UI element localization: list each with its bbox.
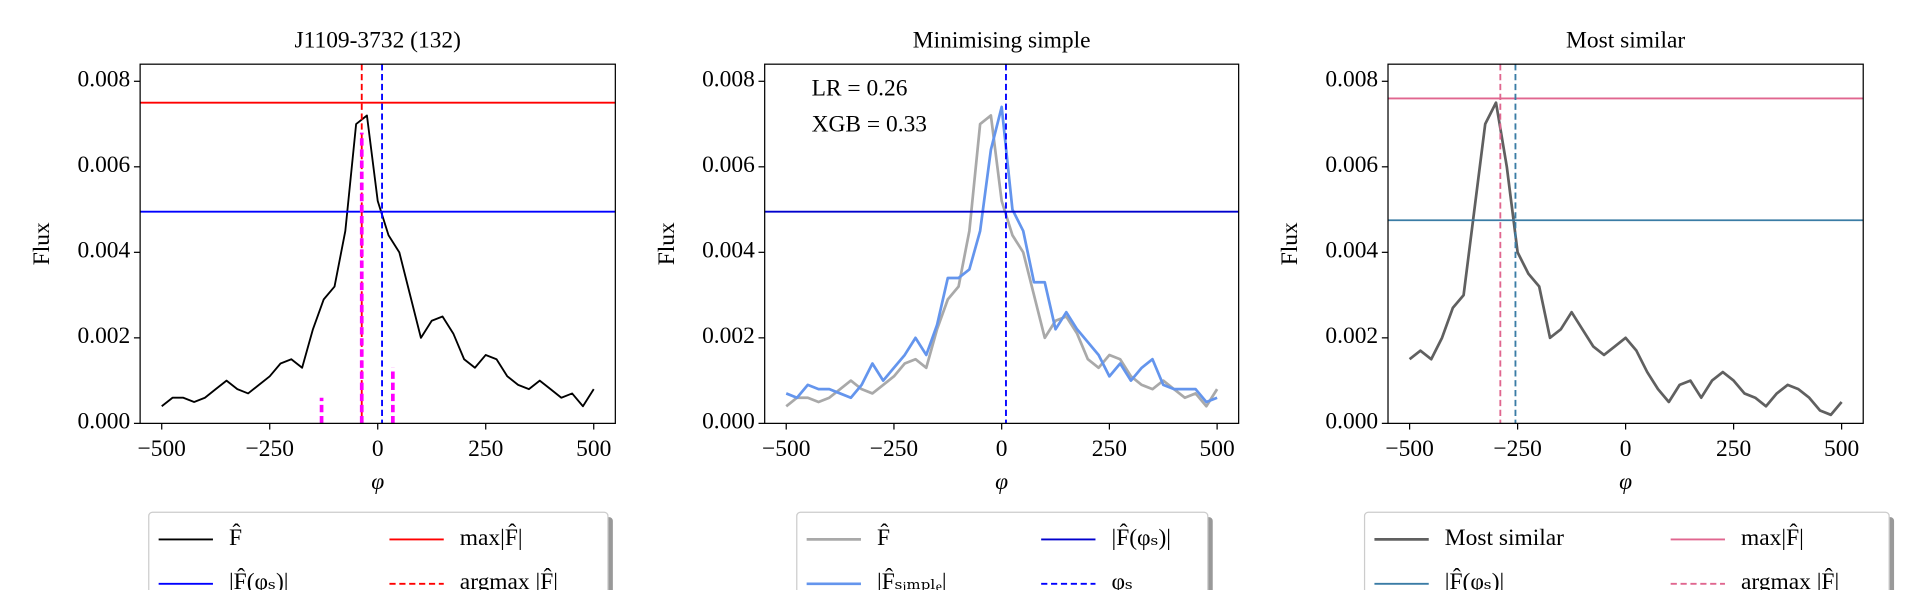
x-tick-label: −250 [870,436,918,462]
legend-label: argmax |F̂| [1741,568,1839,590]
x-tick-label: 250 [1092,436,1127,462]
y-tick-label: 0.002 [1325,323,1378,349]
x-axis-label: φ [371,469,384,495]
x-tick-label: 500 [1200,436,1235,462]
y-tick-label: 0.002 [702,323,755,349]
x-tick-label: −500 [138,436,186,462]
x-tick-label: −250 [246,436,294,462]
annotation: LR = 0.26 [812,75,908,101]
y-axis-label: Flux [654,222,680,265]
legend-label: |F̂(φₛ)| [229,568,288,590]
x-tick-label: −500 [1385,436,1433,462]
legend-label: F̂ [877,523,890,551]
curve [1408,101,1843,417]
curve [785,105,1218,404]
legend-label: max|F̂| [460,523,523,551]
frame [139,63,616,424]
x-tick-label: 250 [468,436,503,462]
legend-box [1363,511,1890,590]
legend-label: Most similar [1445,525,1564,551]
plot-area [1388,64,1864,424]
y-tick-label: 0.006 [702,152,755,178]
y-tick-label: 0.000 [78,409,131,435]
chart-title: Most similar [1566,27,1685,53]
legend-label: F̂ [229,523,242,551]
x-tick-label: 0 [1620,436,1632,462]
legend-label: |F̂ₛᵢₘₚₗₑ| [877,568,947,590]
curve [161,114,595,408]
plot-area [764,64,1239,424]
x-tick-label: 500 [1824,436,1859,462]
legend-box [148,511,609,590]
legend-box [796,511,1209,590]
curve [785,114,1219,408]
x-tick-label: 500 [576,436,611,462]
y-tick-label: 0.006 [78,152,131,178]
x-tick-label: 250 [1716,436,1751,462]
y-tick-label: 0.000 [1325,409,1378,435]
y-tick-label: 0.002 [78,323,131,349]
y-tick-label: 0.008 [702,67,755,93]
frame [1387,63,1864,424]
plot-area [140,64,616,424]
x-tick-label: −500 [762,436,810,462]
x-tick-label: 0 [372,436,384,462]
frame [764,63,1240,424]
chart-title: J1109-3732 (132) [295,27,461,53]
x-axis-label: φ [995,469,1008,495]
y-tick-label: 0.004 [702,238,755,264]
y-tick-label: 0.006 [1325,152,1378,178]
legend-label: |F̂(φₛ)| [1112,523,1171,551]
y-tick-label: 0.000 [702,409,755,435]
x-tick-label: 0 [996,436,1008,462]
x-tick-label: −250 [1493,436,1541,462]
legend-label: φₛ [1112,569,1133,590]
chart-title: Minimising simple [913,27,1091,53]
y-axis-label: Flux [1277,222,1303,265]
y-tick-label: 0.004 [1325,238,1378,264]
legend-label: max|F̂| [1741,523,1804,551]
y-axis-label: Flux [29,222,55,265]
x-axis-label: φ [1619,469,1632,495]
y-tick-label: 0.008 [1325,67,1378,93]
legend-label: |F̂(φₛ)| [1445,568,1504,590]
y-tick-label: 0.008 [78,67,131,93]
y-tick-label: 0.004 [78,238,131,264]
annotation: XGB = 0.33 [812,111,927,137]
legend-label: argmax |F̂| [460,568,558,590]
